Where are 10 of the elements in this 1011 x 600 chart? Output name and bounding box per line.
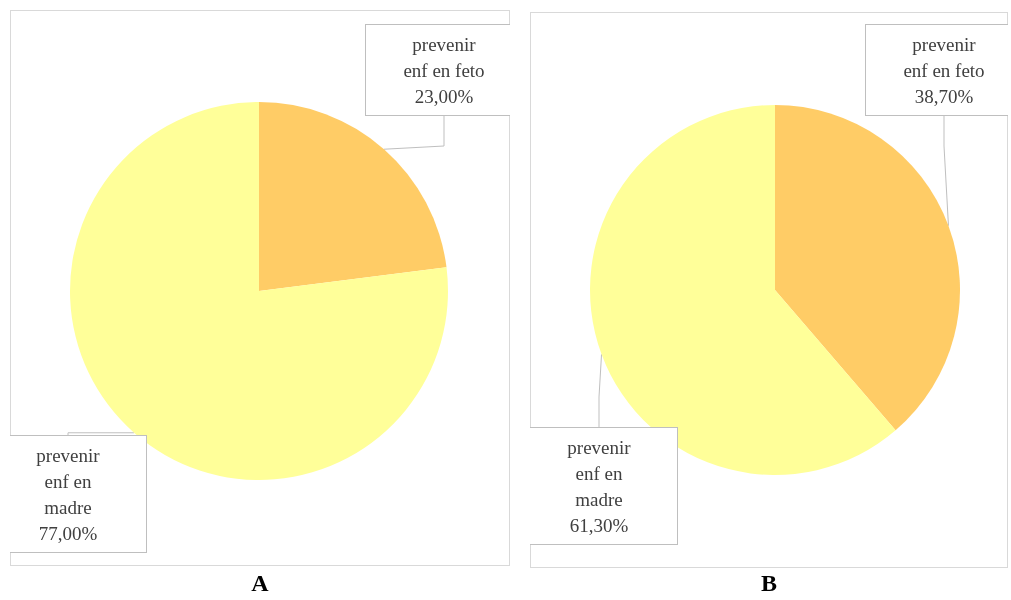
slice-label: prevenir enf en madre [567,436,632,510]
data-label: 61,30% [569,514,629,536]
slice-label: prevenir enf en madre [36,444,101,518]
data-label: 77,00% [38,522,98,544]
slice-label: prevenir enf en feto [903,33,985,81]
text: B [760,570,778,596]
data-label: 23,00% [414,85,474,107]
slice-label: prevenir enf en feto [403,33,485,81]
data-label: 38,70% [914,85,974,107]
text: A [251,570,270,596]
